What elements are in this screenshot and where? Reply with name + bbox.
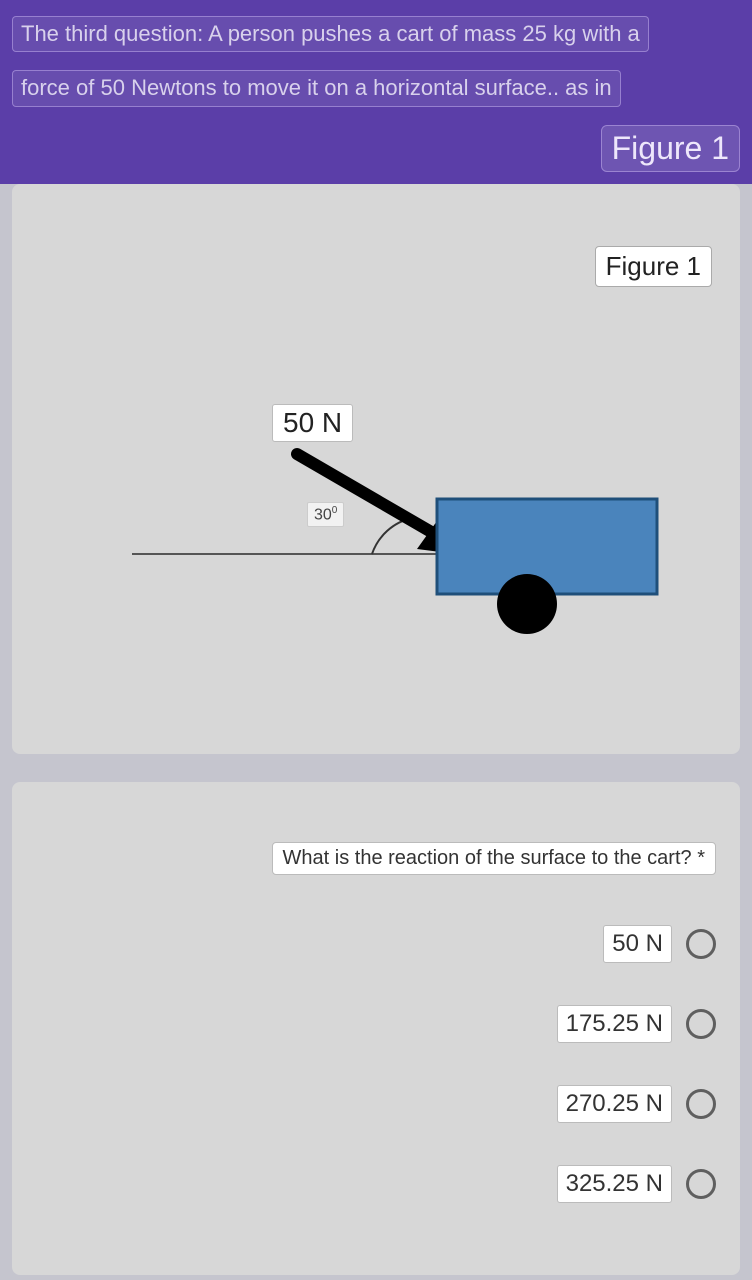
diagram-svg (112, 404, 672, 664)
question-card: What is the reaction of the surface to t… (12, 782, 740, 1275)
radio-button[interactable] (686, 1009, 716, 1039)
option-row[interactable]: 325.25 N (36, 1165, 716, 1203)
force-arrow-shaft (297, 454, 452, 544)
cart-body (437, 499, 657, 594)
figure-card: Figure 1 50 N 300 (12, 184, 740, 754)
question-header: The third question: A person pushes a ca… (0, 0, 752, 184)
radio-button[interactable] (686, 1089, 716, 1119)
option-label: 270.25 N (557, 1085, 672, 1123)
question-text: What is the reaction of the surface to t… (272, 842, 716, 875)
option-label: 50 N (603, 925, 672, 963)
cart-wheel (497, 574, 557, 634)
option-label: 325.25 N (557, 1165, 672, 1203)
option-label: 175.25 N (557, 1005, 672, 1043)
force-value-label: 50 N (272, 404, 353, 442)
option-row[interactable]: 50 N (36, 925, 716, 963)
option-row[interactable]: 175.25 N (36, 1005, 716, 1043)
angle-label: 300 (307, 502, 344, 527)
cart-diagram: 50 N 300 (112, 404, 672, 664)
radio-button[interactable] (686, 929, 716, 959)
header-line-2: force of 50 Newtons to move it on a hori… (12, 70, 621, 106)
option-row[interactable]: 270.25 N (36, 1085, 716, 1123)
header-figure-title: Figure 1 (601, 125, 740, 172)
header-line-1: The third question: A person pushes a ca… (12, 16, 649, 52)
figure-label: Figure 1 (595, 246, 712, 287)
radio-button[interactable] (686, 1169, 716, 1199)
